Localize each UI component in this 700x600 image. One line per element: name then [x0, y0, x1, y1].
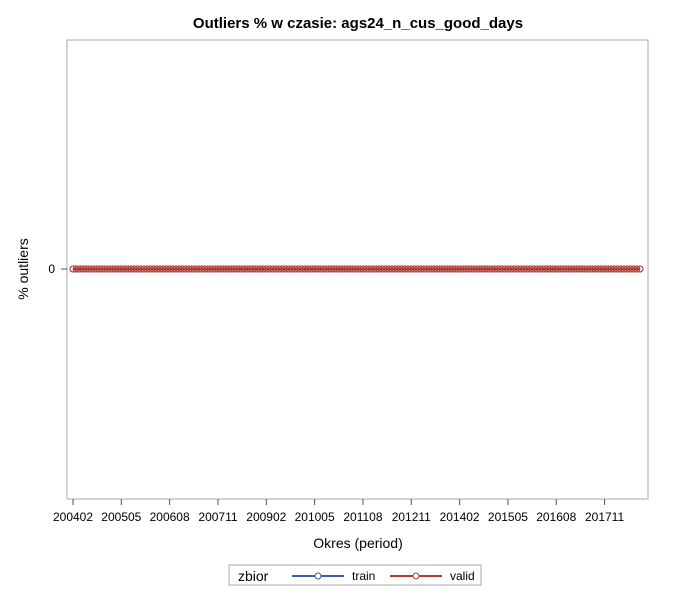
x-tick-label: 200608	[150, 510, 190, 524]
data-point-valid	[636, 265, 644, 273]
y-tick-label: 0	[48, 262, 55, 276]
x-axis-label: Okres (period)	[313, 535, 402, 551]
x-tick-label: 200505	[101, 510, 141, 524]
legend-item-train: train	[292, 569, 375, 583]
x-tick-label: 201005	[295, 510, 335, 524]
legend-label-train: train	[352, 569, 375, 583]
x-tick-label: 201608	[536, 510, 576, 524]
legend-marker-train	[314, 572, 322, 580]
legend-title: zbior	[238, 568, 269, 584]
legend-label-valid: valid	[450, 569, 475, 583]
legend: zbior train valid	[228, 564, 482, 586]
x-tick-label: 200711	[198, 510, 237, 524]
chart-title: Outliers % w czasie: ags24_n_cus_good_da…	[193, 15, 523, 32]
legend-marker-valid	[412, 572, 420, 580]
x-tick-label: 200902	[246, 510, 286, 524]
data-point-valid	[633, 265, 641, 273]
legend-items: train valid	[292, 569, 475, 583]
series-valid	[69, 265, 644, 273]
y-axis-label: % outliers	[15, 238, 31, 299]
legend-box	[228, 564, 482, 586]
y-axis: 0	[48, 262, 67, 276]
x-tick-label: 201505	[488, 510, 528, 524]
x-tick-label: 200402	[53, 510, 93, 524]
x-axis: 200402 200505 200608 200711 200902 201005 2011…	[53, 499, 624, 524]
x-tick-label: 201211	[392, 510, 431, 524]
x-tick-label: 201402	[440, 510, 480, 524]
legend-item-valid: valid	[390, 569, 475, 583]
series-group	[69, 265, 644, 273]
x-tick-label: 201108	[343, 510, 382, 524]
x-tick-label: 201711	[585, 510, 624, 524]
